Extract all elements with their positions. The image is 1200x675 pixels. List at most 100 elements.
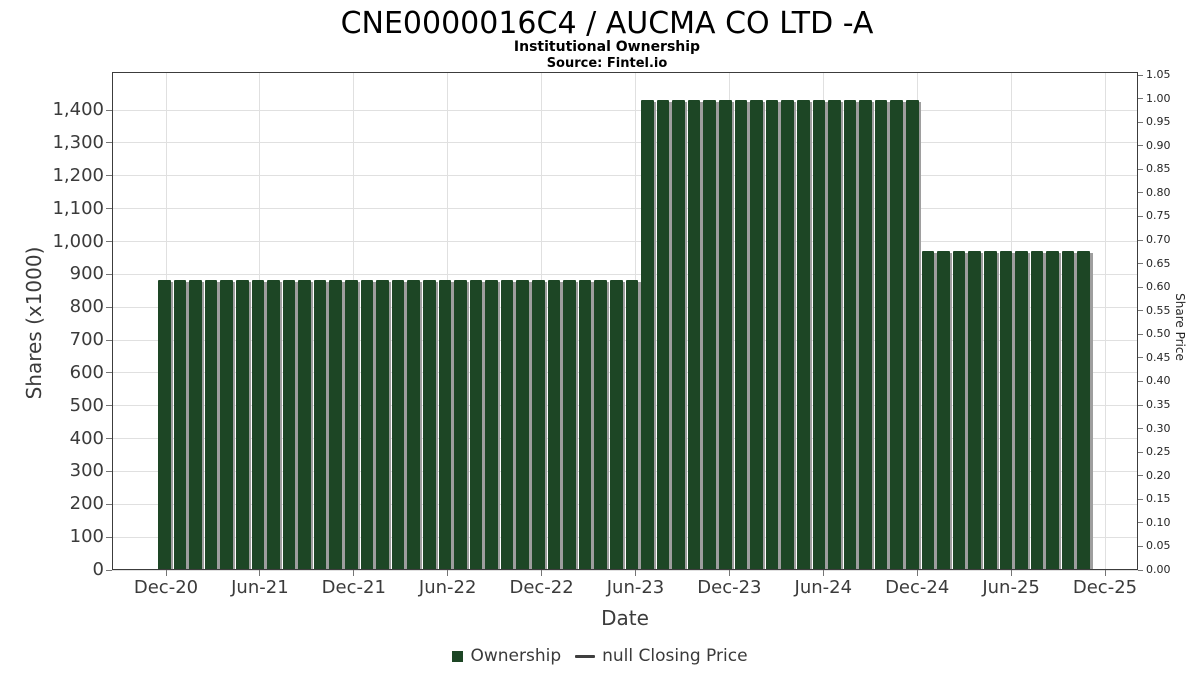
ownership-bar[interactable] <box>999 251 1016 570</box>
ownership-bar[interactable] <box>812 100 829 570</box>
y-left-tick-mark <box>106 405 112 407</box>
x-tick-label: Dec-20 <box>133 577 199 598</box>
ownership-bar[interactable] <box>438 279 455 570</box>
x-tick-mark <box>635 570 636 576</box>
ownership-bar[interactable] <box>235 279 252 570</box>
ownership-bar-fill <box>874 100 888 570</box>
ownership-bar[interactable] <box>625 279 642 570</box>
ownership-bar[interactable] <box>360 279 377 570</box>
ownership-bar[interactable] <box>267 279 283 570</box>
ownership-bar[interactable] <box>532 279 548 570</box>
h-gridline <box>112 438 1138 440</box>
ownership-bar[interactable] <box>189 279 205 570</box>
ownership-bar[interactable] <box>890 100 906 570</box>
legend-item-closing-price[interactable]: null Closing Price <box>575 646 748 666</box>
ownership-bar[interactable] <box>563 279 579 570</box>
ownership-bar[interactable] <box>485 279 501 570</box>
x-tick-label: Jun-24 <box>794 577 853 598</box>
ownership-bar[interactable] <box>422 279 439 570</box>
ownership-bar[interactable] <box>173 279 190 570</box>
h-gridline <box>112 372 1138 374</box>
legend-item-ownership[interactable]: Ownership <box>452 646 561 666</box>
y-left-tick-mark <box>106 306 112 308</box>
ownership-bar[interactable] <box>345 279 361 570</box>
y-left-tick-label: 1,200 <box>52 164 104 186</box>
ownership-bar[interactable] <box>828 100 844 570</box>
ownership-bar-shadow <box>762 102 766 570</box>
ownership-bar-shadow <box>248 281 251 570</box>
ownership-bar[interactable] <box>937 251 953 570</box>
ownership-bar[interactable] <box>376 279 392 570</box>
ownership-bar[interactable] <box>469 279 486 570</box>
ownership-bar[interactable] <box>734 100 751 570</box>
ownership-bar[interactable] <box>719 100 735 570</box>
ownership-bar[interactable] <box>641 100 657 570</box>
ownership-bar[interactable] <box>781 100 797 570</box>
ownership-bar-fill <box>781 100 794 570</box>
ownership-bar-fill <box>828 100 841 570</box>
y-right-tick-label: 0.65 <box>1146 256 1171 270</box>
ownership-bar-fill <box>563 279 576 570</box>
ownership-bar[interactable] <box>594 279 610 570</box>
ownership-bar[interactable] <box>407 279 423 570</box>
ownership-bar[interactable] <box>703 100 719 570</box>
ownership-bar[interactable] <box>298 279 314 570</box>
h-gridline <box>112 503 1138 505</box>
y-left-tick-label: 500 <box>69 394 104 416</box>
ownership-bar-fill <box>843 100 857 570</box>
ownership-bar-fill <box>189 279 202 570</box>
ownership-bar-fill <box>890 100 903 570</box>
ownership-bar[interactable] <box>1030 251 1047 570</box>
ownership-bar[interactable] <box>1015 251 1031 570</box>
ownership-bar[interactable] <box>843 100 860 570</box>
ownership-bar-shadow <box>871 102 875 570</box>
ownership-bar-fill <box>454 279 467 570</box>
ownership-bar[interactable] <box>454 279 470 570</box>
ownership-bar-fill <box>1061 251 1075 570</box>
ownership-bar[interactable] <box>547 279 564 570</box>
ownership-bar-shadow <box>840 102 844 570</box>
ownership-bar[interactable] <box>874 100 891 570</box>
ownership-bar[interactable] <box>859 100 875 570</box>
ownership-bar[interactable] <box>750 100 766 570</box>
ownership-bar[interactable] <box>516 279 532 570</box>
ownership-bar[interactable] <box>983 251 1000 570</box>
ownership-bar[interactable] <box>609 279 626 570</box>
ownership-bar-fill <box>812 100 826 570</box>
ownership-bar[interactable] <box>672 100 688 570</box>
y-right-tick-mark <box>1138 475 1143 477</box>
ownership-bar-shadow <box>778 102 781 570</box>
ownership-bar[interactable] <box>1046 251 1062 570</box>
ownership-bar[interactable] <box>313 279 330 570</box>
ownership-bar[interactable] <box>158 279 174 570</box>
ownership-bar-fill <box>345 279 358 570</box>
ownership-bar[interactable] <box>1077 251 1093 570</box>
ownership-bar-shadow <box>497 281 501 570</box>
ownership-bar-shadow <box>903 102 906 570</box>
ownership-bar[interactable] <box>578 279 595 570</box>
ownership-bar-shadow <box>684 102 688 570</box>
ownership-bar[interactable] <box>656 100 673 570</box>
y-right-tick-label: 0.90 <box>1146 138 1171 152</box>
ownership-bar[interactable] <box>968 251 984 570</box>
ownership-bar[interactable] <box>906 100 922 570</box>
ownership-bar[interactable] <box>220 279 236 570</box>
ownership-bar[interactable] <box>796 100 813 570</box>
ownership-bar[interactable] <box>251 279 268 570</box>
ownership-bar[interactable] <box>1061 251 1078 570</box>
ownership-bar[interactable] <box>687 100 704 570</box>
ownership-bar-shadow <box>887 102 890 570</box>
ownership-bar-fill <box>672 100 685 570</box>
ownership-bar[interactable] <box>329 279 345 570</box>
ownership-bar[interactable] <box>952 251 969 570</box>
y-right-tick-mark <box>1138 121 1143 123</box>
y-left-tick-mark <box>106 273 112 275</box>
ownership-bar[interactable] <box>204 279 221 570</box>
ownership-bar[interactable] <box>282 279 299 570</box>
ownership-bar[interactable] <box>500 279 517 570</box>
ownership-bar[interactable] <box>765 100 782 570</box>
ownership-bar-shadow <box>700 102 703 570</box>
x-tick-label: Jun-23 <box>606 577 665 598</box>
ownership-bar[interactable] <box>921 251 938 570</box>
ownership-bar[interactable] <box>391 279 408 570</box>
